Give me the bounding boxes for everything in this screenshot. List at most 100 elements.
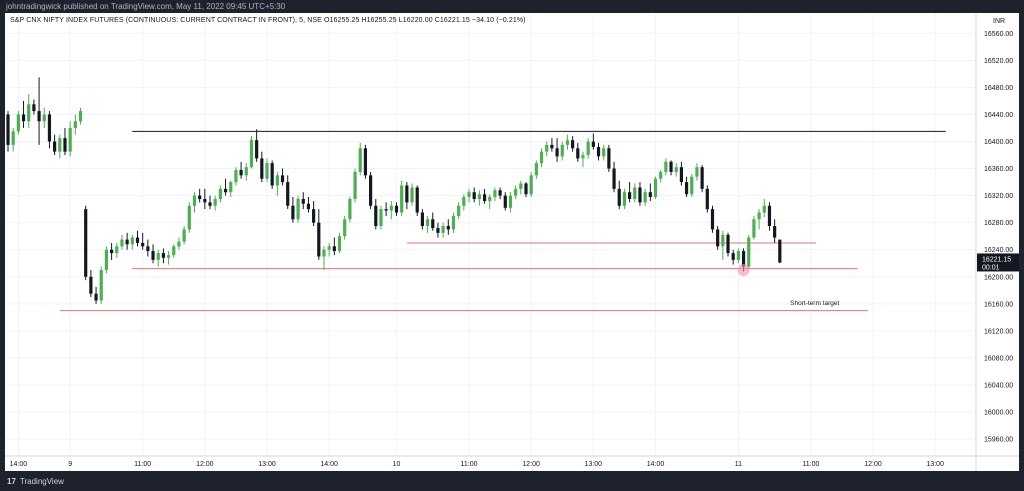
annotation-text: Short-term target: [790, 300, 839, 307]
candle-body: [472, 192, 476, 199]
candle-body: [37, 111, 41, 122]
candle-body: [348, 198, 352, 220]
candle-body: [545, 144, 549, 152]
candle-body: [529, 175, 533, 195]
candle-body: [198, 195, 202, 199]
candle-body: [115, 246, 119, 254]
candle-body: [234, 169, 238, 183]
footer-bar: 17 TradingView: [0, 472, 1024, 491]
candle-body: [369, 175, 373, 206]
candle-body: [394, 205, 399, 213]
candle-body: [229, 182, 233, 193]
candle-body: [622, 192, 627, 206]
candle-body: [736, 251, 740, 260]
x-tick-label: 12:00: [864, 461, 882, 468]
candle-body: [384, 209, 388, 211]
candle-body: [488, 196, 492, 202]
candle-body: [524, 183, 528, 195]
tradingview-logo-icon[interactable]: 17: [7, 477, 16, 486]
candle-body: [53, 141, 57, 152]
y-tick-label: 16320.00: [984, 193, 1013, 200]
candle-body: [6, 114, 10, 145]
y-tick-label: 16560.00: [984, 31, 1013, 38]
y-tick-label: 16360.00: [984, 166, 1013, 173]
candle-body: [436, 228, 440, 233]
candle-body: [317, 222, 321, 257]
candle-body: [431, 219, 435, 229]
candle-body: [68, 127, 72, 152]
publisher-text: johntradingwick published on TradingView…: [6, 2, 286, 11]
candle-body: [151, 251, 155, 260]
candle-body: [462, 196, 466, 206]
candle-body: [296, 198, 300, 220]
candle-body: [306, 203, 311, 210]
y-tick-label: 16160.00: [984, 301, 1013, 308]
candle-body: [420, 212, 424, 227]
candles-layer: [6, 77, 782, 304]
y-tick-label: 16080.00: [984, 355, 1013, 362]
candle-body: [291, 205, 295, 220]
candle-body: [757, 212, 761, 220]
candle-body: [203, 198, 207, 203]
y-tick-label: 16520.00: [984, 58, 1013, 65]
candle-body: [607, 148, 611, 169]
candle-body: [534, 163, 538, 176]
candle-body: [223, 188, 228, 193]
candle-body: [172, 246, 176, 256]
publisher-bar: johntradingwick published on TradingView…: [0, 0, 1024, 13]
candle-body: [301, 198, 305, 204]
last-price-value: 16221.15: [982, 256, 1011, 263]
candle-body: [762, 205, 766, 213]
y-tick-label: 16440.00: [984, 112, 1013, 119]
y-tick-label: 16280.00: [984, 220, 1013, 227]
y-tick-label: 16480.00: [984, 85, 1013, 92]
candle-body: [213, 198, 217, 206]
candle-body: [747, 237, 751, 267]
candle-body: [332, 246, 336, 252]
candle-body: [628, 192, 632, 199]
x-tick-label: 11:00: [134, 461, 151, 468]
annotations-layer: Short-term target: [737, 264, 840, 307]
candle-body: [705, 188, 709, 210]
y-tick-label: 16120.00: [984, 328, 1013, 335]
candle-body: [602, 148, 606, 157]
candle-body: [674, 167, 678, 172]
candle-body: [255, 140, 259, 159]
candle-body: [467, 192, 471, 197]
candle-body: [84, 209, 88, 277]
candle-body: [669, 161, 673, 172]
candle-body: [731, 253, 735, 260]
y-tick-label: 16000.00: [984, 410, 1013, 417]
candle-body: [182, 229, 186, 242]
candle-body: [177, 241, 181, 247]
candle-body: [415, 187, 419, 213]
candle-body: [270, 163, 274, 186]
candle-body: [586, 141, 590, 156]
candle-body: [389, 205, 393, 211]
candle-body: [78, 111, 83, 122]
candle-body: [110, 249, 114, 254]
y-tick-label: 16240.00: [984, 247, 1013, 254]
candle-body: [721, 234, 725, 247]
brand-name[interactable]: TradingView: [19, 477, 64, 486]
x-tick-label: 13:00: [585, 461, 603, 468]
candle-body: [752, 219, 756, 238]
candle-body: [617, 188, 621, 206]
candle-body: [555, 148, 559, 157]
x-tick-label: 9: [68, 461, 72, 468]
symbol-legend: S&P CNX NIFTY INDEX FUTURES (CONTINUOUS:…: [10, 17, 526, 24]
candle-body: [539, 151, 544, 164]
candle-body: [135, 237, 140, 243]
candle-body: [94, 293, 98, 301]
x-tick-label: 12:00: [522, 461, 540, 468]
candle-body: [358, 148, 362, 172]
time-axis[interactable]: 14:00 9 11:00 12:00 13:00 14:00 10 11:00 12:00 13…: [5, 455, 1019, 468]
price-axis[interactable]: 15960.00 16000.00 16040.00 16080.00 16120.00…: [975, 13, 1019, 471]
x-tick-label: 11:00: [802, 461, 819, 468]
candle-body: [560, 144, 564, 157]
candle-body: [690, 176, 694, 195]
candle-body: [519, 183, 523, 189]
candle-body: [265, 163, 269, 179]
candle-body: [710, 209, 715, 230]
